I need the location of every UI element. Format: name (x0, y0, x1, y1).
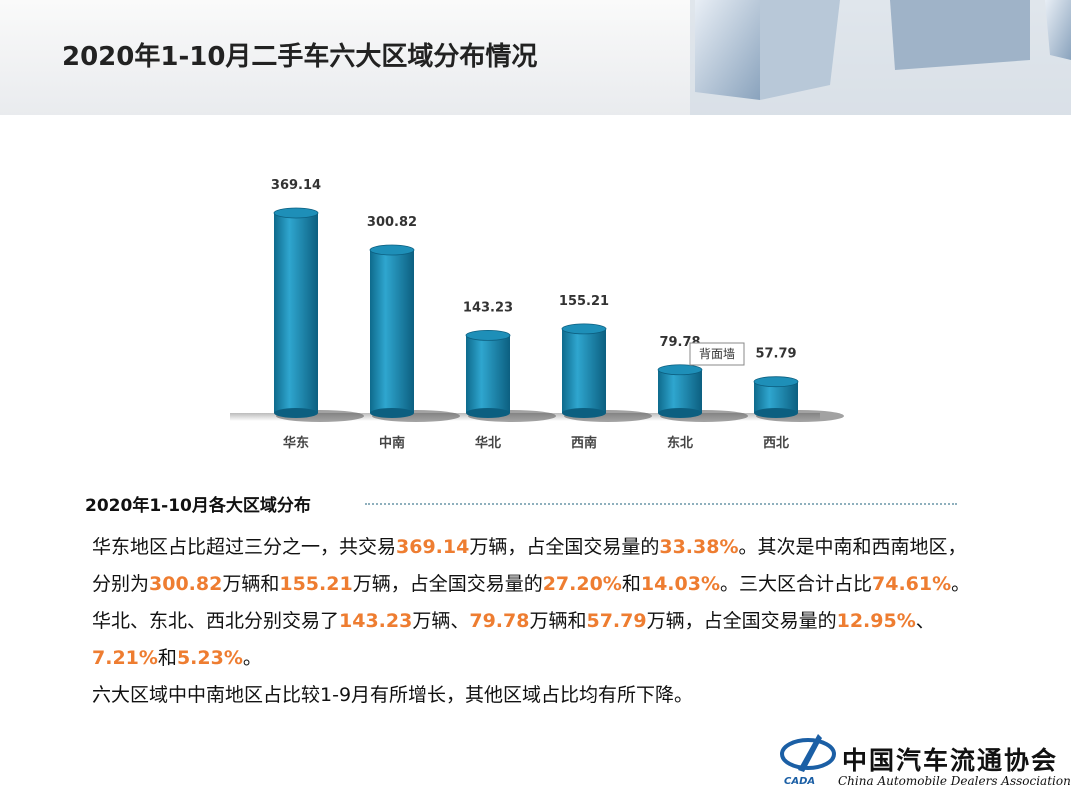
text-run: 。其次是中南和西南地区，分别为 (92, 536, 967, 595)
text-run: 万辆和 (222, 573, 280, 595)
text-run: 华东地区占比超过三分之一，共交易 (92, 536, 397, 558)
x-tick-label: 华北 (475, 435, 501, 451)
bar-cap (561, 323, 607, 335)
highlight-text: 369.14 (396, 536, 470, 558)
highlight-text: 7.21% (92, 647, 158, 669)
highlight-text: 12.95% (836, 610, 916, 632)
data-label: 300.82 (367, 215, 417, 230)
highlight-text: 143.23 (339, 610, 413, 632)
bar-base (370, 408, 414, 418)
logo-name: 中国汽车流通协会 (842, 746, 1059, 775)
section-heading: 2020年1-10月各大区域分布 (85, 496, 311, 516)
x-tick-label: 中南 (379, 435, 405, 451)
text-run: 六大区域中中南地区占比较1-9月有所增长，其他区域占比均有所下降。 (92, 684, 694, 706)
text-run: 万辆、 (412, 610, 470, 632)
text-run: 。 (242, 647, 262, 669)
tooltip-box (689, 342, 745, 366)
logo-english: China Automobile Dealers Association (838, 774, 1071, 788)
highlight-text: 5.23% (176, 647, 243, 669)
bar-base (274, 408, 318, 418)
tooltip: 背面墙 (699, 347, 735, 361)
highlight-text: 27.20% (542, 573, 622, 595)
bar-cap (273, 207, 319, 219)
highlight-text: 300.82 (149, 573, 223, 595)
divider (365, 503, 957, 505)
text-run: 万辆和 (529, 610, 587, 632)
bar (658, 369, 702, 413)
data-label: 155.21 (559, 294, 609, 309)
x-tick-label: 西南 (571, 435, 597, 451)
bar-base (658, 408, 702, 418)
bar-cap (465, 329, 511, 341)
text-run: 、 (915, 610, 935, 632)
highlight-text: 74.61% (872, 573, 952, 595)
paragraph: 六大区域中中南地区占比较1-9月有所增长，其他区域占比均有所下降。 (92, 677, 977, 714)
x-tick-label: 华东 (283, 435, 309, 451)
x-tick-label: 东北 (667, 435, 693, 451)
text-run: 万辆，占全国交易量的 (352, 573, 543, 595)
bar-cap (753, 376, 799, 388)
text-run: 。三大区合计占比 (720, 573, 873, 595)
chart: 369.14华东300.82中南143.23华北155.21西南79.78东北5… (230, 178, 844, 451)
bar-base (466, 408, 510, 418)
header-band (0, 0, 1071, 115)
body-text: 华东地区占比超过三分之一，共交易369.14万辆，占全国交易量的33.38%。其… (92, 529, 977, 714)
bar-cap (369, 244, 415, 256)
bar-base (562, 408, 606, 418)
highlight-text: 14.03% (640, 573, 720, 595)
slide-title: 2020年1-10月二手车六大区域分布情况 (62, 42, 538, 72)
x-tick-label: 西北 (763, 436, 789, 451)
data-label: 143.23 (463, 300, 513, 315)
bar (562, 328, 606, 413)
bar (274, 213, 318, 413)
logo-abbr: CADA (784, 776, 816, 787)
bar (466, 335, 510, 413)
paragraph: 华东地区占比超过三分之一，共交易369.14万辆，占全国交易量的33.38%。其… (92, 529, 977, 677)
highlight-text: 155.21 (279, 573, 353, 595)
bar-base (754, 408, 798, 418)
highlight-text: 57.79 (586, 610, 647, 632)
highlight-text: 79.78 (469, 610, 530, 632)
text-run: 。华北、东北、西北分别交易了 (92, 573, 971, 632)
bar (370, 250, 414, 413)
header-art (690, 0, 1071, 115)
data-label: 57.79 (755, 347, 796, 362)
text-run: 和 (621, 573, 641, 595)
logo-mark (780, 734, 836, 772)
text-run: 和 (157, 647, 177, 669)
text-run: 万辆，占全国交易量的 (469, 536, 660, 558)
highlight-text: 33.38% (659, 536, 739, 558)
text-run: 万辆，占全国交易量的 (646, 610, 837, 632)
bar-cap (657, 364, 703, 376)
data-label: 369.14 (271, 178, 321, 193)
